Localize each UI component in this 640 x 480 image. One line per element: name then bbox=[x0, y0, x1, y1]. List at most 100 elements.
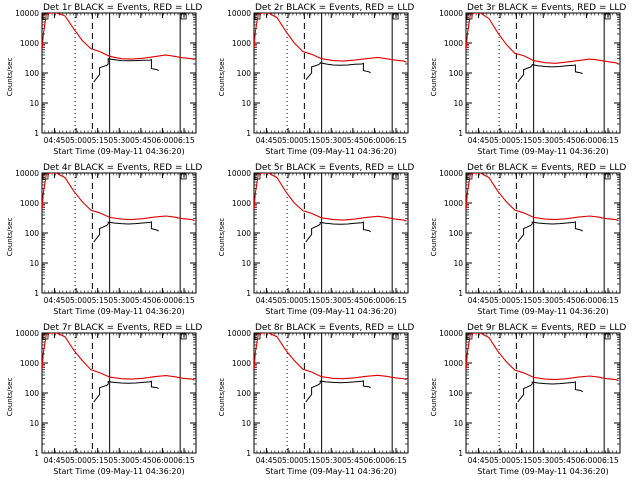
corner-marker bbox=[180, 333, 187, 340]
chart-title: Det 5r BLACK = Events, RED = LLD bbox=[255, 163, 414, 173]
y-axis-label: Counts/sec bbox=[6, 378, 14, 417]
y-axis-label: Counts/sec bbox=[6, 218, 14, 257]
y-tick-label: 10 bbox=[29, 259, 39, 268]
chart-panel-6: Det 6r BLACK = Events, RED = LLD Start Ti… bbox=[430, 163, 626, 316]
x-axis-label: Start Time (09-May-11 04:36:20) bbox=[53, 467, 184, 476]
x-tick-label: 05:00 bbox=[65, 456, 87, 465]
x-axis-label: Start Time (09-May-11 04:36:20) bbox=[265, 307, 396, 316]
y-tick-label: 10000 bbox=[15, 329, 39, 338]
y-tick-label: 10 bbox=[29, 99, 39, 108]
y-tick-label: 1 bbox=[34, 289, 39, 298]
x-tick-label: 05:00 bbox=[489, 456, 511, 465]
corner-marker bbox=[604, 333, 611, 340]
y-tick-label: 10 bbox=[241, 259, 251, 268]
y-axis-label: Counts/sec bbox=[6, 58, 14, 97]
series-line-lld bbox=[466, 13, 619, 65]
x-tick-label: 05:30 bbox=[320, 296, 342, 305]
x-tick-label: 06:15 bbox=[385, 456, 407, 465]
y-tick-label: 1 bbox=[246, 129, 251, 138]
corner-marker bbox=[392, 13, 399, 20]
y-axis-label: Counts/sec bbox=[218, 218, 226, 257]
x-tick-label: 06:15 bbox=[173, 456, 195, 465]
y-tick-label: 10 bbox=[29, 419, 39, 428]
y-tick-label: 10000 bbox=[227, 329, 251, 338]
series-line-events bbox=[93, 221, 159, 243]
chart-panel-7: Det 7r BLACK = Events, RED = LLD Start Ti… bbox=[6, 323, 202, 476]
x-tick-label: 05:00 bbox=[277, 296, 299, 305]
y-tick-label: 10 bbox=[241, 419, 251, 428]
x-tick-label: 05:15 bbox=[87, 136, 109, 145]
x-tick-label: 05:15 bbox=[511, 296, 533, 305]
series-line-lld bbox=[42, 333, 195, 381]
y-tick-label: 1000 bbox=[20, 199, 39, 208]
y-tick-label: 1000 bbox=[20, 359, 39, 368]
y-tick-label: 100 bbox=[449, 69, 464, 78]
plot-frame bbox=[465, 332, 621, 454]
plot-frame bbox=[465, 12, 621, 134]
y-tick-label: 10 bbox=[453, 99, 463, 108]
chart-panel-9: Det 9r BLACK = Events, RED = LLD Start Ti… bbox=[430, 323, 626, 476]
y-tick-label: 1 bbox=[34, 449, 39, 458]
x-axis-label: Start Time (09-May-11 04:36:20) bbox=[53, 307, 184, 316]
x-tick-label: 05:45 bbox=[130, 296, 152, 305]
x-axis-label: Start Time (09-May-11 04:36:20) bbox=[265, 147, 396, 156]
x-axis-label: Start Time (09-May-11 04:36:20) bbox=[53, 147, 184, 156]
series-line-lld bbox=[466, 173, 619, 222]
chart-panel-1: Det 1r BLACK = Events, RED = LLD Start Ti… bbox=[6, 3, 202, 156]
plot-frame bbox=[41, 332, 197, 454]
chart-panel-2: Det 2r BLACK = Events, RED = LLD Start Ti… bbox=[218, 3, 414, 156]
plot-frame bbox=[253, 332, 409, 454]
x-tick-label: 05:30 bbox=[532, 136, 554, 145]
corner-marker bbox=[180, 173, 187, 180]
y-tick-label: 1000 bbox=[232, 39, 251, 48]
x-tick-label: 06:15 bbox=[597, 296, 619, 305]
x-axis-label: Start Time (09-May-11 04:36:20) bbox=[477, 147, 608, 156]
y-tick-label: 10 bbox=[453, 259, 463, 268]
x-tick-label: 06:00 bbox=[576, 136, 598, 145]
x-tick-label: 06:15 bbox=[173, 136, 195, 145]
x-tick-label: 05:15 bbox=[87, 296, 109, 305]
y-tick-label: 100 bbox=[25, 229, 40, 238]
chart-title: Det 9r BLACK = Events, RED = LLD bbox=[467, 323, 626, 333]
series-line-events bbox=[305, 221, 371, 243]
x-tick-label: 06:00 bbox=[576, 456, 598, 465]
y-tick-label: 1000 bbox=[232, 359, 251, 368]
y-tick-label: 1000 bbox=[232, 199, 251, 208]
y-tick-label: 1 bbox=[458, 289, 463, 298]
y-tick-label: 1000 bbox=[444, 359, 463, 368]
series-line-events bbox=[305, 62, 371, 81]
x-tick-label: 04:45 bbox=[44, 296, 66, 305]
x-tick-label: 05:45 bbox=[554, 456, 576, 465]
x-tick-label: 05:00 bbox=[489, 136, 511, 145]
x-tick-label: 05:45 bbox=[342, 136, 364, 145]
x-tick-label: 06:15 bbox=[385, 136, 407, 145]
x-tick-label: 04:45 bbox=[468, 296, 490, 305]
y-axis-label: Counts/sec bbox=[218, 378, 226, 417]
x-tick-label: 06:15 bbox=[173, 296, 195, 305]
series-line-events bbox=[93, 58, 159, 83]
y-axis-label: Counts/sec bbox=[430, 218, 438, 257]
y-tick-label: 100 bbox=[237, 229, 252, 238]
chart-title: Det 4r BLACK = Events, RED = LLD bbox=[43, 163, 202, 173]
chart-title: Det 8r BLACK = Events, RED = LLD bbox=[255, 323, 414, 333]
x-tick-label: 05:15 bbox=[87, 456, 109, 465]
y-tick-label: 100 bbox=[449, 229, 464, 238]
series-line-lld bbox=[42, 173, 195, 222]
series-line-lld bbox=[254, 333, 407, 381]
x-tick-label: 05:15 bbox=[299, 136, 321, 145]
x-tick-label: 05:00 bbox=[65, 136, 87, 145]
y-tick-label: 10000 bbox=[227, 169, 251, 178]
x-tick-label: 06:00 bbox=[364, 136, 386, 145]
series-line-events bbox=[517, 221, 583, 243]
x-tick-label: 05:45 bbox=[130, 136, 152, 145]
x-tick-label: 06:15 bbox=[597, 136, 619, 145]
x-axis-label: Start Time (09-May-11 04:36:20) bbox=[477, 307, 608, 316]
y-tick-label: 1 bbox=[246, 289, 251, 298]
y-tick-label: 10000 bbox=[439, 169, 463, 178]
y-tick-label: 10000 bbox=[15, 9, 39, 18]
x-tick-label: 05:15 bbox=[511, 456, 533, 465]
chart-title: Det 2r BLACK = Events, RED = LLD bbox=[255, 3, 414, 13]
series-line-lld bbox=[42, 13, 195, 61]
chart-title: Det 3r BLACK = Events, RED = LLD bbox=[467, 3, 626, 13]
